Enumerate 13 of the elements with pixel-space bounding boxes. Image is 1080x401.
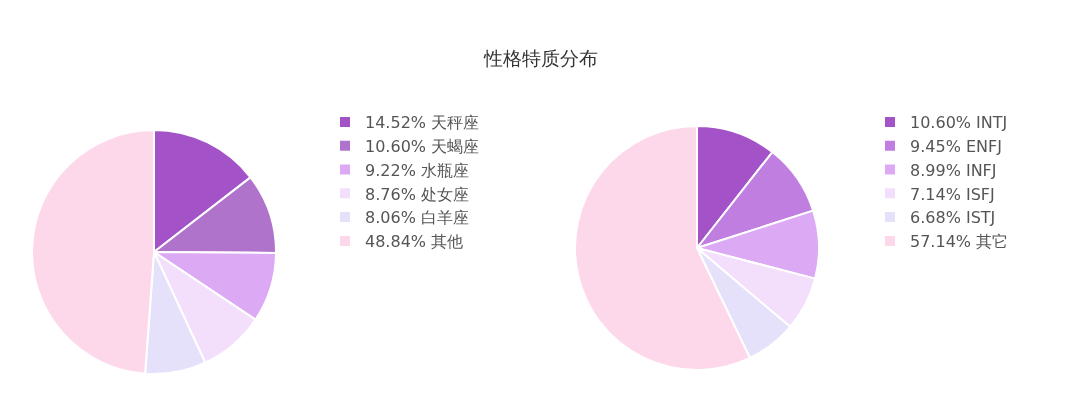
legend-label: 8.99% INFJ bbox=[910, 160, 997, 180]
text: 性格特质分布 bbox=[483, 47, 598, 69]
legend-label: 8.76% 处女座 bbox=[365, 184, 469, 204]
legend-label: 10.60% 天蝎座 bbox=[365, 136, 480, 156]
legend-label: 57.14% 其它 bbox=[910, 232, 1009, 252]
legend-label: 10.60% INTJ bbox=[910, 113, 1008, 133]
legend-label: 48.84% 其他 bbox=[365, 232, 464, 252]
legend-label: 6.68% ISTJ bbox=[910, 208, 996, 228]
legend-label: 7.14% ISFJ bbox=[910, 184, 995, 204]
legend-label: 9.22% 水瓶座 bbox=[365, 160, 469, 180]
legend-label: 8.06% 白羊座 bbox=[365, 208, 469, 228]
legend-label: 14.52% 天秤座 bbox=[365, 113, 480, 133]
legend-label: 9.45% ENFJ bbox=[910, 136, 1002, 156]
